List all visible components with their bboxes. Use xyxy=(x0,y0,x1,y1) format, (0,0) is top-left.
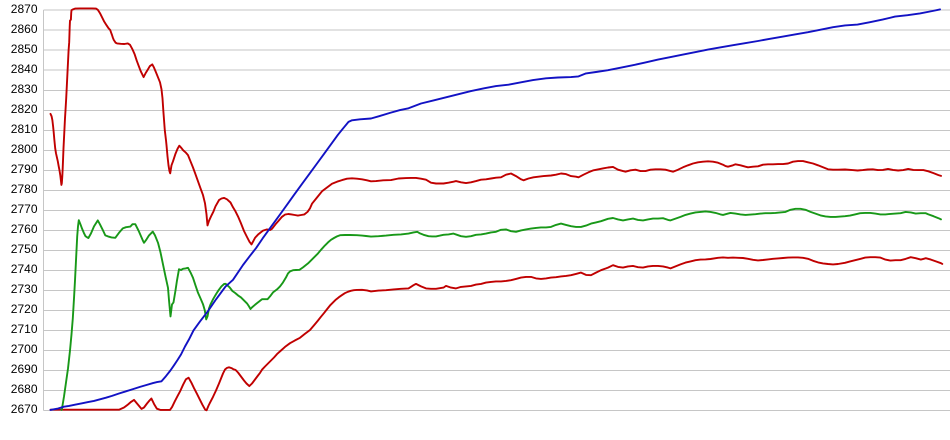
svg-text:2690: 2690 xyxy=(11,362,38,376)
svg-text:2870: 2870 xyxy=(11,2,38,16)
svg-text:2680: 2680 xyxy=(11,382,38,396)
svg-text:2790: 2790 xyxy=(11,162,38,176)
svg-text:2740: 2740 xyxy=(11,262,38,276)
svg-text:2760: 2760 xyxy=(11,222,38,236)
svg-text:2830: 2830 xyxy=(11,82,38,96)
svg-text:2770: 2770 xyxy=(11,202,38,216)
svg-text:2700: 2700 xyxy=(11,342,38,356)
svg-text:2860: 2860 xyxy=(11,22,38,36)
svg-text:2720: 2720 xyxy=(11,302,38,316)
svg-text:2820: 2820 xyxy=(11,102,38,116)
svg-text:2800: 2800 xyxy=(11,142,38,156)
svg-text:2710: 2710 xyxy=(11,322,38,336)
svg-text:2730: 2730 xyxy=(11,282,38,296)
svg-text:2840: 2840 xyxy=(11,62,38,76)
svg-text:2850: 2850 xyxy=(11,42,38,56)
svg-text:2780: 2780 xyxy=(11,182,38,196)
svg-text:2810: 2810 xyxy=(11,122,38,136)
svg-text:2750: 2750 xyxy=(11,242,38,256)
svg-text:2670: 2670 xyxy=(11,402,38,416)
